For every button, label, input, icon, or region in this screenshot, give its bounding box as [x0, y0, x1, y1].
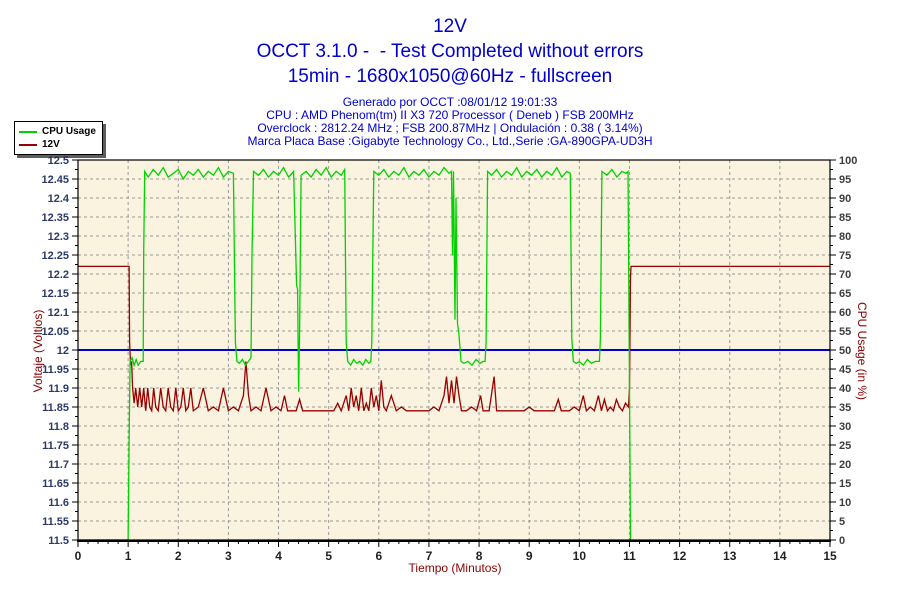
- svg-text:11: 11: [623, 549, 636, 563]
- svg-text:3: 3: [225, 549, 232, 563]
- svg-text:35: 35: [839, 402, 851, 414]
- svg-text:80: 80: [839, 231, 851, 243]
- svg-text:55: 55: [839, 326, 851, 338]
- svg-text:11.6: 11.6: [48, 497, 69, 509]
- generated-info-line: Generado por OCCT :08/01/12 19:01:33: [342, 95, 558, 109]
- svg-text:50: 50: [839, 345, 851, 357]
- legend-label: CPU Usage: [42, 126, 96, 137]
- test-status-line: OCCT 3.1.0 - - Test Completed without er…: [256, 41, 644, 62]
- svg-text:45: 45: [839, 364, 851, 376]
- svg-text:60: 60: [839, 307, 851, 319]
- cpu-usage-line: [78, 166, 632, 541]
- svg-text:10: 10: [573, 549, 587, 563]
- svg-text:12.3: 12.3: [48, 231, 69, 243]
- svg-text:15: 15: [839, 478, 851, 490]
- svg-text:12.15: 12.15: [41, 288, 69, 300]
- left-axis-title: Voltaje (Voltios): [31, 309, 45, 393]
- page-title: 12V: [433, 16, 467, 37]
- svg-text:15: 15: [823, 549, 837, 563]
- header-block: 12V OCCT 3.1.0 - - Test Completed withou…: [0, 14, 900, 148]
- test-config-line: 15min - 1680x1050@60Hz - fullscreen: [287, 66, 613, 87]
- svg-text:12: 12: [57, 345, 69, 357]
- svg-text:2: 2: [175, 549, 182, 563]
- svg-text:12.25: 12.25: [41, 250, 69, 262]
- svg-text:5: 5: [325, 549, 332, 563]
- svg-text:11.95: 11.95: [42, 364, 69, 376]
- svg-text:5: 5: [839, 516, 845, 528]
- svg-text:11.7: 11.7: [48, 459, 69, 471]
- svg-text:25: 25: [839, 440, 851, 452]
- svg-text:20: 20: [839, 459, 851, 471]
- svg-text:11.65: 11.65: [42, 478, 69, 490]
- svg-text:65: 65: [839, 288, 851, 300]
- legend-label: 12V: [42, 139, 60, 150]
- right-axis-title: CPU Usage (in %): [855, 301, 869, 401]
- svg-text:12.05: 12.05: [41, 326, 69, 338]
- cpu-usage-line-swatch: [19, 130, 37, 133]
- voltage-line: [78, 265, 830, 414]
- svg-text:9: 9: [526, 549, 533, 563]
- legend-item-cpu-usage: CPU Usage: [19, 125, 96, 138]
- svg-text:0: 0: [75, 549, 82, 563]
- svg-text:1: 1: [125, 549, 132, 563]
- svg-text:85: 85: [839, 212, 851, 224]
- svg-text:13: 13: [723, 549, 737, 563]
- svg-text:6: 6: [375, 549, 382, 563]
- svg-text:12.35: 12.35: [41, 212, 69, 224]
- svg-text:11.85: 11.85: [42, 402, 69, 414]
- overclock-info-line: Overclock : 2812.24 MHz ; FSB 200.87MHz …: [257, 121, 643, 135]
- svg-text:4: 4: [275, 549, 282, 563]
- svg-text:10: 10: [839, 497, 851, 509]
- x-axis-title: Tiempo (Minutos): [408, 561, 502, 575]
- svg-text:12.45: 12.45: [41, 174, 69, 186]
- svg-text:0: 0: [839, 535, 845, 547]
- svg-text:8: 8: [476, 549, 483, 563]
- svg-text:11.9: 11.9: [48, 383, 69, 395]
- svg-text:40: 40: [839, 383, 851, 395]
- svg-text:95: 95: [839, 174, 851, 186]
- svg-text:14: 14: [773, 549, 787, 563]
- svg-text:11.75: 11.75: [42, 440, 69, 452]
- svg-text:75: 75: [839, 250, 851, 262]
- svg-text:11.55: 11.55: [42, 516, 69, 528]
- svg-text:100: 100: [839, 155, 857, 167]
- chart-legend: CPU Usage 12V: [14, 121, 103, 155]
- svg-text:12.5: 12.5: [48, 155, 69, 167]
- svg-text:12: 12: [673, 549, 687, 563]
- voltage-line-swatch: [19, 143, 37, 146]
- svg-text:11.8: 11.8: [48, 421, 69, 433]
- svg-text:12.4: 12.4: [48, 193, 70, 205]
- svg-text:30: 30: [839, 421, 851, 433]
- svg-text:7: 7: [426, 549, 433, 563]
- svg-text:90: 90: [839, 193, 851, 205]
- svg-text:11.5: 11.5: [48, 535, 69, 547]
- legend-item-12v: 12V: [19, 138, 96, 151]
- system-info-block: Generado por OCCT :08/01/12 19:01:33 CPU…: [0, 96, 900, 148]
- cpu-info-line: CPU : AMD Phenom(tm) II X3 720 Processor…: [266, 108, 634, 122]
- svg-text:70: 70: [839, 269, 851, 281]
- svg-text:12.1: 12.1: [48, 307, 69, 319]
- svg-text:12.2: 12.2: [48, 269, 69, 281]
- motherboard-info-line: Marca Placa Base :Gigabyte Technology Co…: [247, 134, 653, 148]
